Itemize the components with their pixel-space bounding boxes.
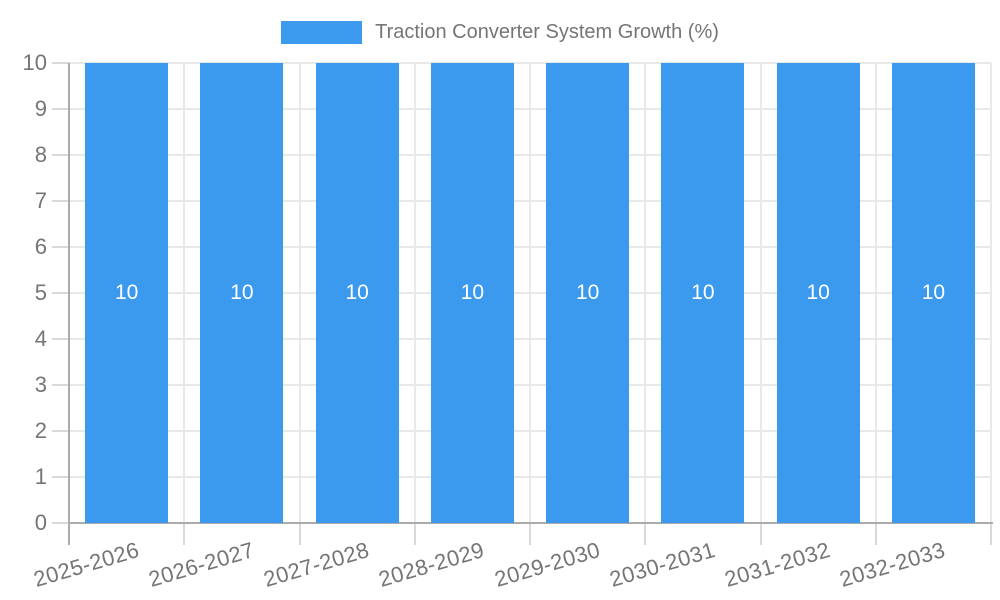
x-axis-tick — [298, 523, 301, 545]
y-axis-tick — [52, 108, 69, 110]
y-axis-label: 0 — [34, 510, 47, 535]
x-axis-tick — [644, 523, 647, 545]
gridline-vertical — [759, 63, 762, 523]
y-axis-tick — [52, 338, 69, 340]
bar-value-label: 10 — [921, 281, 946, 304]
x-axis-tick — [759, 523, 762, 545]
x-axis-tick — [413, 523, 416, 545]
x-axis-tick — [874, 523, 877, 545]
y-axis-label: 6 — [34, 234, 47, 259]
bar-value-label: 10 — [575, 281, 600, 304]
y-axis-tick — [52, 62, 69, 64]
y-axis-label: 9 — [34, 96, 47, 121]
bar[interactable]: 10 — [546, 63, 630, 523]
y-axis-label: 5 — [34, 280, 47, 305]
bar-value-label: 10 — [460, 281, 485, 304]
gridline-vertical — [874, 63, 877, 523]
gridline-vertical — [990, 63, 992, 523]
bar-value-label: 10 — [806, 281, 830, 304]
y-axis-tick — [52, 246, 69, 248]
legend[interactable]: Traction Converter System Growth (%) — [0, 17, 1000, 47]
y-axis-label: 8 — [34, 142, 47, 167]
y-axis-tick — [52, 430, 69, 432]
x-axis-tick — [990, 523, 992, 545]
y-axis-tick — [52, 154, 69, 156]
bar[interactable]: 10 — [315, 63, 399, 523]
y-axis-tick — [52, 522, 69, 524]
y-axis-tick — [52, 200, 69, 202]
bar[interactable]: 10 — [776, 63, 860, 523]
bar[interactable]: 10 — [85, 63, 169, 523]
x-axis-tick — [529, 523, 531, 545]
y-axis-tick — [52, 292, 69, 294]
y-axis-label: 1 — [34, 464, 47, 489]
gridline-vertical — [183, 63, 186, 523]
legend-swatch-icon — [281, 20, 363, 44]
y-axis-label: 2 — [34, 418, 47, 443]
gridline-vertical — [529, 63, 531, 523]
y-axis-label: 10 — [22, 50, 47, 75]
legend-label: Traction Converter System Growth (%) — [375, 20, 719, 43]
gridline-vertical — [413, 63, 416, 523]
bar-value-label: 10 — [230, 281, 254, 304]
bar[interactable]: 10 — [200, 63, 284, 523]
bar[interactable]: 10 — [430, 63, 514, 523]
x-axis-tick — [183, 523, 186, 545]
y-axis-label: 3 — [34, 372, 47, 397]
bar-value-label: 10 — [691, 281, 715, 304]
y-axis-tick — [52, 384, 69, 386]
y-axis-tick — [52, 476, 69, 478]
bar-value-label: 10 — [345, 281, 369, 304]
y-axis-label: 7 — [34, 188, 47, 213]
bar-value-label: 10 — [114, 281, 139, 304]
y-axis-label: 4 — [34, 326, 47, 351]
bar[interactable]: 10 — [661, 63, 745, 523]
gridline-vertical — [298, 63, 301, 523]
gridline-vertical — [644, 63, 647, 523]
bar[interactable]: 10 — [891, 63, 975, 523]
y-axis-line — [68, 63, 70, 545]
x-axis-line — [68, 522, 993, 524]
